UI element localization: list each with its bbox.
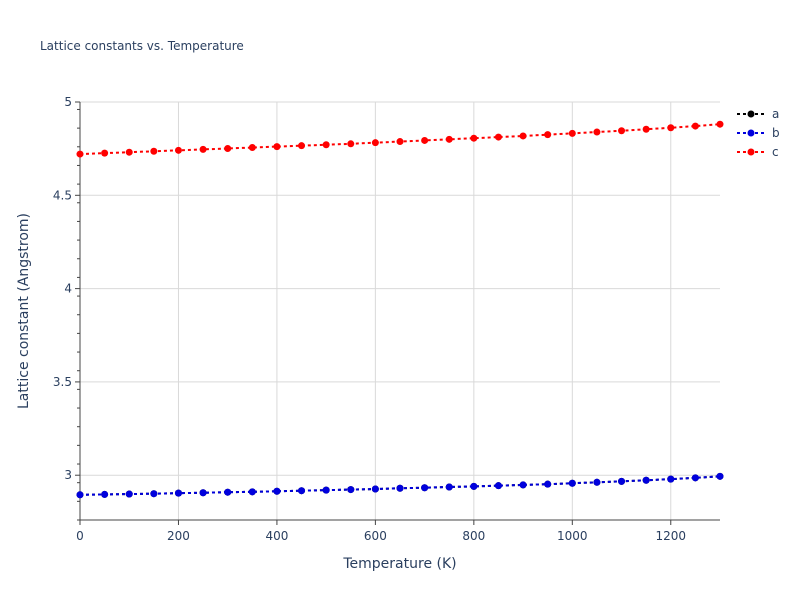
data-point-b (519, 481, 527, 489)
data-point-b (322, 486, 330, 494)
data-point-b (125, 490, 133, 498)
data-point-c (716, 120, 724, 128)
y-grid (80, 101, 720, 476)
y-axis-ticks: 3 3.5 4 4.5 5 (53, 95, 80, 521)
y-tick-label: 3 (64, 468, 72, 482)
data-point-c (150, 147, 158, 155)
data-point-c (224, 144, 232, 152)
y-tick-label: 4 (64, 282, 72, 296)
legend-label: a (772, 107, 779, 121)
data-point-b (470, 482, 478, 490)
data-point-b (101, 490, 109, 498)
legend-item-b[interactable]: b (737, 126, 780, 140)
data-point-b (421, 484, 429, 492)
series-layer (76, 120, 724, 499)
data-point-b (371, 485, 379, 493)
data-point-c (101, 149, 109, 157)
series-c (76, 120, 724, 158)
y-tick-label: 4.5 (53, 188, 72, 202)
data-point-b (544, 480, 552, 488)
series-b (76, 472, 724, 499)
data-point-b (224, 488, 232, 496)
data-point-b (667, 475, 675, 483)
legend-label: c (772, 145, 779, 159)
data-point-c (642, 125, 650, 133)
data-point-c (618, 127, 626, 135)
data-point-c (371, 139, 379, 147)
data-point-c (248, 144, 256, 152)
data-point-c (544, 131, 552, 139)
data-point-b (150, 490, 158, 498)
data-point-b (298, 487, 306, 495)
x-tick-label: 800 (462, 529, 485, 543)
data-point-c (76, 150, 84, 158)
data-point-c (519, 132, 527, 140)
x-tick-label: 600 (364, 529, 387, 543)
data-point-c (174, 146, 182, 154)
data-point-c (691, 122, 699, 130)
legend-item-a[interactable]: a (737, 107, 779, 121)
data-point-b (568, 479, 576, 487)
x-tick-label: 1000 (557, 529, 588, 543)
data-point-c (199, 145, 207, 153)
y-axis-title: Lattice constant (Angstrom) (16, 213, 32, 409)
data-point-c (322, 141, 330, 149)
x-tick-label: 200 (167, 529, 190, 543)
legend-label: b (772, 126, 780, 140)
data-point-c (593, 128, 601, 136)
x-grid (177, 102, 672, 520)
legend-item-c[interactable]: c (737, 145, 779, 159)
data-point-b (248, 488, 256, 496)
data-point-c (568, 129, 576, 137)
x-tick-label: 400 (265, 529, 288, 543)
data-point-c (347, 140, 355, 148)
data-point-c (125, 148, 133, 156)
data-point-c (445, 135, 453, 143)
x-axis-title: Temperature (K) (342, 556, 456, 572)
data-point-c (273, 143, 281, 151)
x-tick-label: 1200 (655, 529, 686, 543)
legend: abc (737, 107, 780, 159)
data-point-b (618, 477, 626, 485)
data-point-b (396, 484, 404, 492)
y-tick-label: 3.5 (53, 375, 72, 389)
data-point-c (421, 136, 429, 144)
data-point-c (494, 133, 502, 141)
data-point-b (445, 483, 453, 491)
legend-swatch-marker (747, 110, 755, 118)
y-tick-label: 5 (64, 95, 72, 109)
chart-title: Lattice constants vs. Temperature (40, 39, 244, 53)
data-point-c (667, 124, 675, 132)
data-point-b (199, 489, 207, 497)
data-point-b (174, 489, 182, 497)
data-point-b (494, 482, 502, 490)
x-axis-ticks: 0 200 400 600 800 1000 1200 (76, 520, 686, 543)
legend-swatch-marker (747, 129, 755, 137)
legend-swatch-marker (747, 148, 755, 156)
data-point-c (470, 134, 478, 142)
x-tick-label: 0 (76, 529, 84, 543)
data-point-c (396, 138, 404, 146)
data-point-b (691, 474, 699, 482)
data-point-b (76, 491, 84, 499)
data-point-b (716, 472, 724, 480)
data-point-c (298, 142, 306, 150)
data-point-b (347, 486, 355, 494)
data-point-b (593, 478, 601, 486)
data-point-b (273, 487, 281, 495)
data-point-b (642, 476, 650, 484)
